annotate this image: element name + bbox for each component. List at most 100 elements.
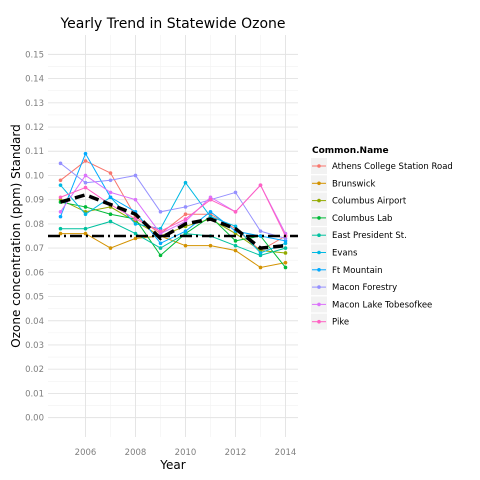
data-point bbox=[283, 260, 288, 265]
legend-label: Columbus Lab bbox=[332, 214, 392, 224]
y-tick-label: 0.00 bbox=[25, 414, 44, 424]
data-point bbox=[283, 265, 288, 270]
legend-label: Macon Lake Tobesofkee bbox=[332, 300, 432, 310]
legend-key-point bbox=[317, 164, 321, 168]
legend-key-point bbox=[317, 233, 321, 237]
data-point bbox=[108, 246, 113, 250]
legend-key-point bbox=[317, 181, 321, 186]
legend-label: Pike bbox=[332, 318, 349, 328]
data-point bbox=[133, 173, 138, 178]
data-point bbox=[258, 234, 263, 238]
data-point bbox=[58, 183, 63, 187]
series-ft-mountain bbox=[58, 151, 288, 246]
legend-item: Ft Mountain bbox=[311, 261, 383, 278]
data-point bbox=[83, 159, 88, 163]
legend-label: Columbus Airport bbox=[332, 197, 407, 207]
y-tick-label: 0.13 bbox=[25, 99, 44, 109]
y-tick-label: 0.11 bbox=[25, 147, 44, 157]
legend-item: East President St. bbox=[311, 227, 407, 244]
legend-key-point bbox=[317, 216, 321, 220]
legend-label: Brunswick bbox=[332, 179, 376, 189]
legend-label: East President St. bbox=[332, 231, 407, 241]
x-tick-label: 2008 bbox=[125, 448, 147, 458]
data-point bbox=[108, 190, 113, 195]
data-point bbox=[208, 197, 213, 202]
data-point bbox=[108, 219, 113, 224]
data-point bbox=[158, 253, 163, 258]
data-point bbox=[83, 212, 88, 217]
y-tick-label: 0.04 bbox=[25, 317, 44, 327]
data-point bbox=[258, 183, 263, 187]
data-point bbox=[233, 248, 238, 253]
data-point bbox=[108, 212, 113, 217]
data-point bbox=[83, 226, 88, 231]
y-tick-label: 0.08 bbox=[25, 220, 44, 230]
legend-item: Columbus Airport bbox=[311, 192, 407, 209]
legend-item: Brunswick bbox=[311, 175, 376, 192]
reference-lines bbox=[48, 192, 298, 250]
series-pike bbox=[58, 183, 288, 238]
legend-key-point bbox=[317, 198, 321, 203]
data-point bbox=[58, 231, 63, 236]
data-point bbox=[183, 205, 188, 209]
data-point bbox=[183, 180, 188, 185]
data-point bbox=[258, 229, 263, 233]
data-point bbox=[233, 190, 238, 195]
series-lines bbox=[58, 151, 288, 270]
data-point bbox=[183, 229, 188, 233]
legend-item: Pike bbox=[311, 313, 349, 330]
legend-title: Common.Name bbox=[312, 146, 389, 156]
legend-item: Macon Forestry bbox=[311, 279, 397, 296]
legend-label: Athens College Station Road bbox=[332, 162, 453, 172]
data-point bbox=[83, 180, 88, 185]
data-point bbox=[283, 251, 288, 255]
series-line bbox=[60, 220, 286, 256]
x-tick-labels: 2006 2008 2010 2012 2014 bbox=[75, 448, 297, 458]
legend-item: Macon Lake Tobesofkee bbox=[311, 296, 432, 313]
data-point bbox=[58, 209, 63, 214]
legend: Athens College Station Road Brunswick Colu… bbox=[311, 158, 453, 330]
y-tick-label: 0.10 bbox=[25, 171, 44, 181]
data-point bbox=[58, 161, 63, 166]
y-tick-labels: 0.00 0.01 0.02 0.03 0.04 0.05 0.06 0.07 0.08 0.09… bbox=[25, 50, 44, 423]
y-tick-label: 0.02 bbox=[25, 365, 44, 375]
data-point bbox=[83, 205, 88, 209]
y-tick-label: 0.05 bbox=[25, 293, 44, 303]
legend-label: Evans bbox=[332, 249, 358, 259]
legend-item: Columbus Lab bbox=[311, 209, 392, 226]
data-point bbox=[233, 224, 238, 229]
x-tick-label: 2014 bbox=[275, 448, 297, 458]
data-point bbox=[133, 236, 138, 241]
data-point bbox=[108, 195, 113, 200]
data-point bbox=[83, 151, 88, 156]
y-tick-label: 0.07 bbox=[25, 244, 44, 254]
data-point bbox=[58, 226, 63, 231]
data-point bbox=[158, 246, 163, 250]
y-tick-label: 0.14 bbox=[25, 75, 44, 85]
series-line bbox=[60, 184, 286, 237]
data-point bbox=[158, 229, 163, 233]
x-axis-title: Year bbox=[159, 458, 185, 472]
x-tick-label: 2012 bbox=[225, 448, 247, 458]
x-tick-label: 2010 bbox=[175, 448, 197, 458]
y-axis-title: Ozone concentration (ppm) Standard bbox=[9, 124, 23, 348]
data-point bbox=[233, 243, 238, 248]
data-point bbox=[58, 214, 63, 219]
data-point bbox=[208, 209, 213, 214]
legend-item: Evans bbox=[311, 244, 358, 261]
y-tick-label: 0.03 bbox=[25, 341, 44, 351]
data-point bbox=[133, 217, 138, 221]
data-point bbox=[83, 231, 88, 236]
legend-item: Athens College Station Road bbox=[311, 158, 453, 174]
data-point bbox=[233, 209, 238, 214]
y-tick-label: 0.06 bbox=[25, 268, 44, 278]
data-point bbox=[58, 178, 63, 183]
legend-label: Macon Forestry bbox=[332, 283, 397, 293]
x-tick-label: 2006 bbox=[75, 448, 97, 458]
data-point bbox=[158, 241, 163, 246]
data-point bbox=[83, 185, 88, 190]
data-point bbox=[208, 243, 213, 248]
data-point bbox=[258, 265, 263, 270]
legend-key-point bbox=[317, 268, 321, 272]
legend-key-point bbox=[317, 319, 321, 324]
